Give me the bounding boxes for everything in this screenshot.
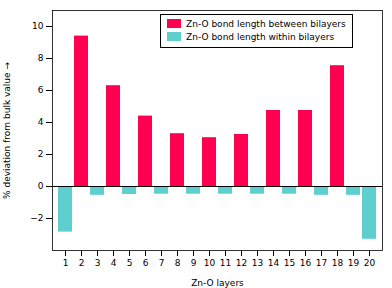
svg-text:15: 15 <box>284 258 295 268</box>
svg-text:% deviation from bulk value →: % deviation from bulk value → <box>2 62 12 199</box>
svg-text:6: 6 <box>38 85 44 95</box>
svg-text:20: 20 <box>364 258 376 268</box>
svg-text:18: 18 <box>332 258 344 268</box>
svg-text:6: 6 <box>143 258 149 268</box>
svg-text:−2: −2 <box>30 213 43 223</box>
svg-text:11: 11 <box>220 258 231 268</box>
svg-text:9: 9 <box>191 258 197 268</box>
svg-text:5: 5 <box>127 258 133 268</box>
svg-text:8: 8 <box>38 53 44 63</box>
svg-text:3: 3 <box>95 258 101 268</box>
html-text:Zn-O bond length between bilay: Zn-O bond length between bilayers <box>186 19 346 29</box>
svg-text:7: 7 <box>159 258 165 268</box>
svg-text:0: 0 <box>38 181 44 191</box>
svg-text:13: 13 <box>252 258 263 268</box>
svg-text:10: 10 <box>32 21 44 31</box>
svg-text:16: 16 <box>300 258 312 268</box>
svg-text:12: 12 <box>236 258 247 268</box>
svg-text:17: 17 <box>316 258 327 268</box>
svg-text:2: 2 <box>79 258 85 268</box>
svg-text:8: 8 <box>175 258 181 268</box>
svg-text:14: 14 <box>268 258 280 268</box>
svg-text:4: 4 <box>111 258 117 268</box>
svg-text:4: 4 <box>38 117 44 127</box>
svg-text:1: 1 <box>63 258 69 268</box>
svg-text:Zn-O layers: Zn-O layers <box>191 278 244 288</box>
svg-text:2: 2 <box>38 149 44 159</box>
svg-text:19: 19 <box>348 258 360 268</box>
svg-text:10: 10 <box>204 258 216 268</box>
html-text:Zn-O bond length within bilaye: Zn-O bond length within bilayers <box>186 32 335 42</box>
